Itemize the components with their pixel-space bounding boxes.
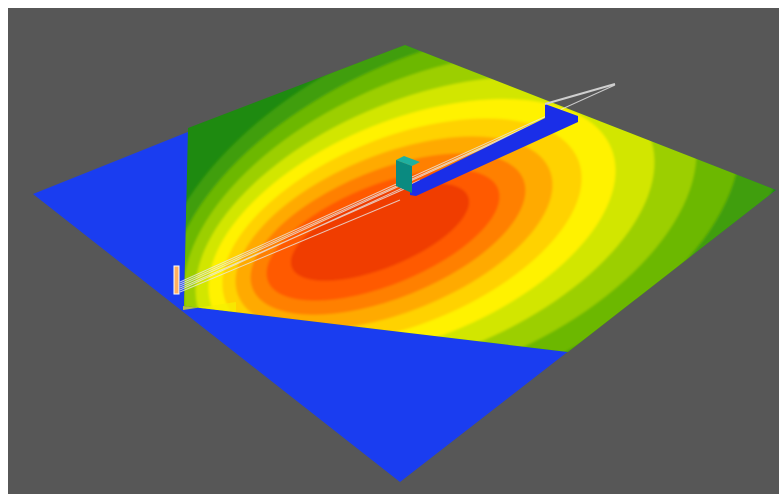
near-source-band <box>183 302 236 312</box>
obstacle-block-top <box>396 156 420 166</box>
ray <box>179 179 421 291</box>
ray <box>179 121 541 287</box>
field-band <box>290 183 470 281</box>
ray <box>179 111 561 285</box>
obstacle-bar <box>410 104 578 196</box>
ray <box>179 199 401 293</box>
ray <box>544 83 616 105</box>
obstacle-block <box>396 160 412 193</box>
source <box>173 265 180 295</box>
